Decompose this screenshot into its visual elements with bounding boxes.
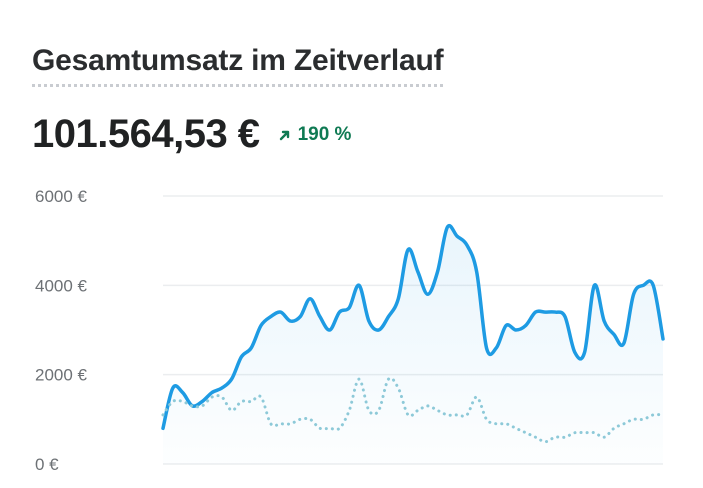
y-tick-label: 4000 € — [35, 276, 88, 295]
total-row: 101.564,53 € 190 % — [32, 112, 351, 157]
y-tick-label: 2000 € — [35, 366, 88, 385]
change-indicator: 190 % — [278, 123, 352, 146]
current-period-area — [163, 225, 663, 464]
chart-title[interactable]: Gesamtumsatz im Zeitverlauf — [32, 44, 444, 87]
current-period-line[interactable] — [161, 223, 665, 431]
comparison-period-line[interactable] — [161, 376, 665, 444]
arrow-up-right-icon — [279, 130, 289, 140]
total-sales-value: 101.564,53 € — [32, 112, 260, 156]
change-percent: 190 % — [297, 123, 352, 145]
y-tick-label: 6000 € — [35, 187, 88, 206]
y-tick-label: 0 € — [35, 455, 59, 474]
